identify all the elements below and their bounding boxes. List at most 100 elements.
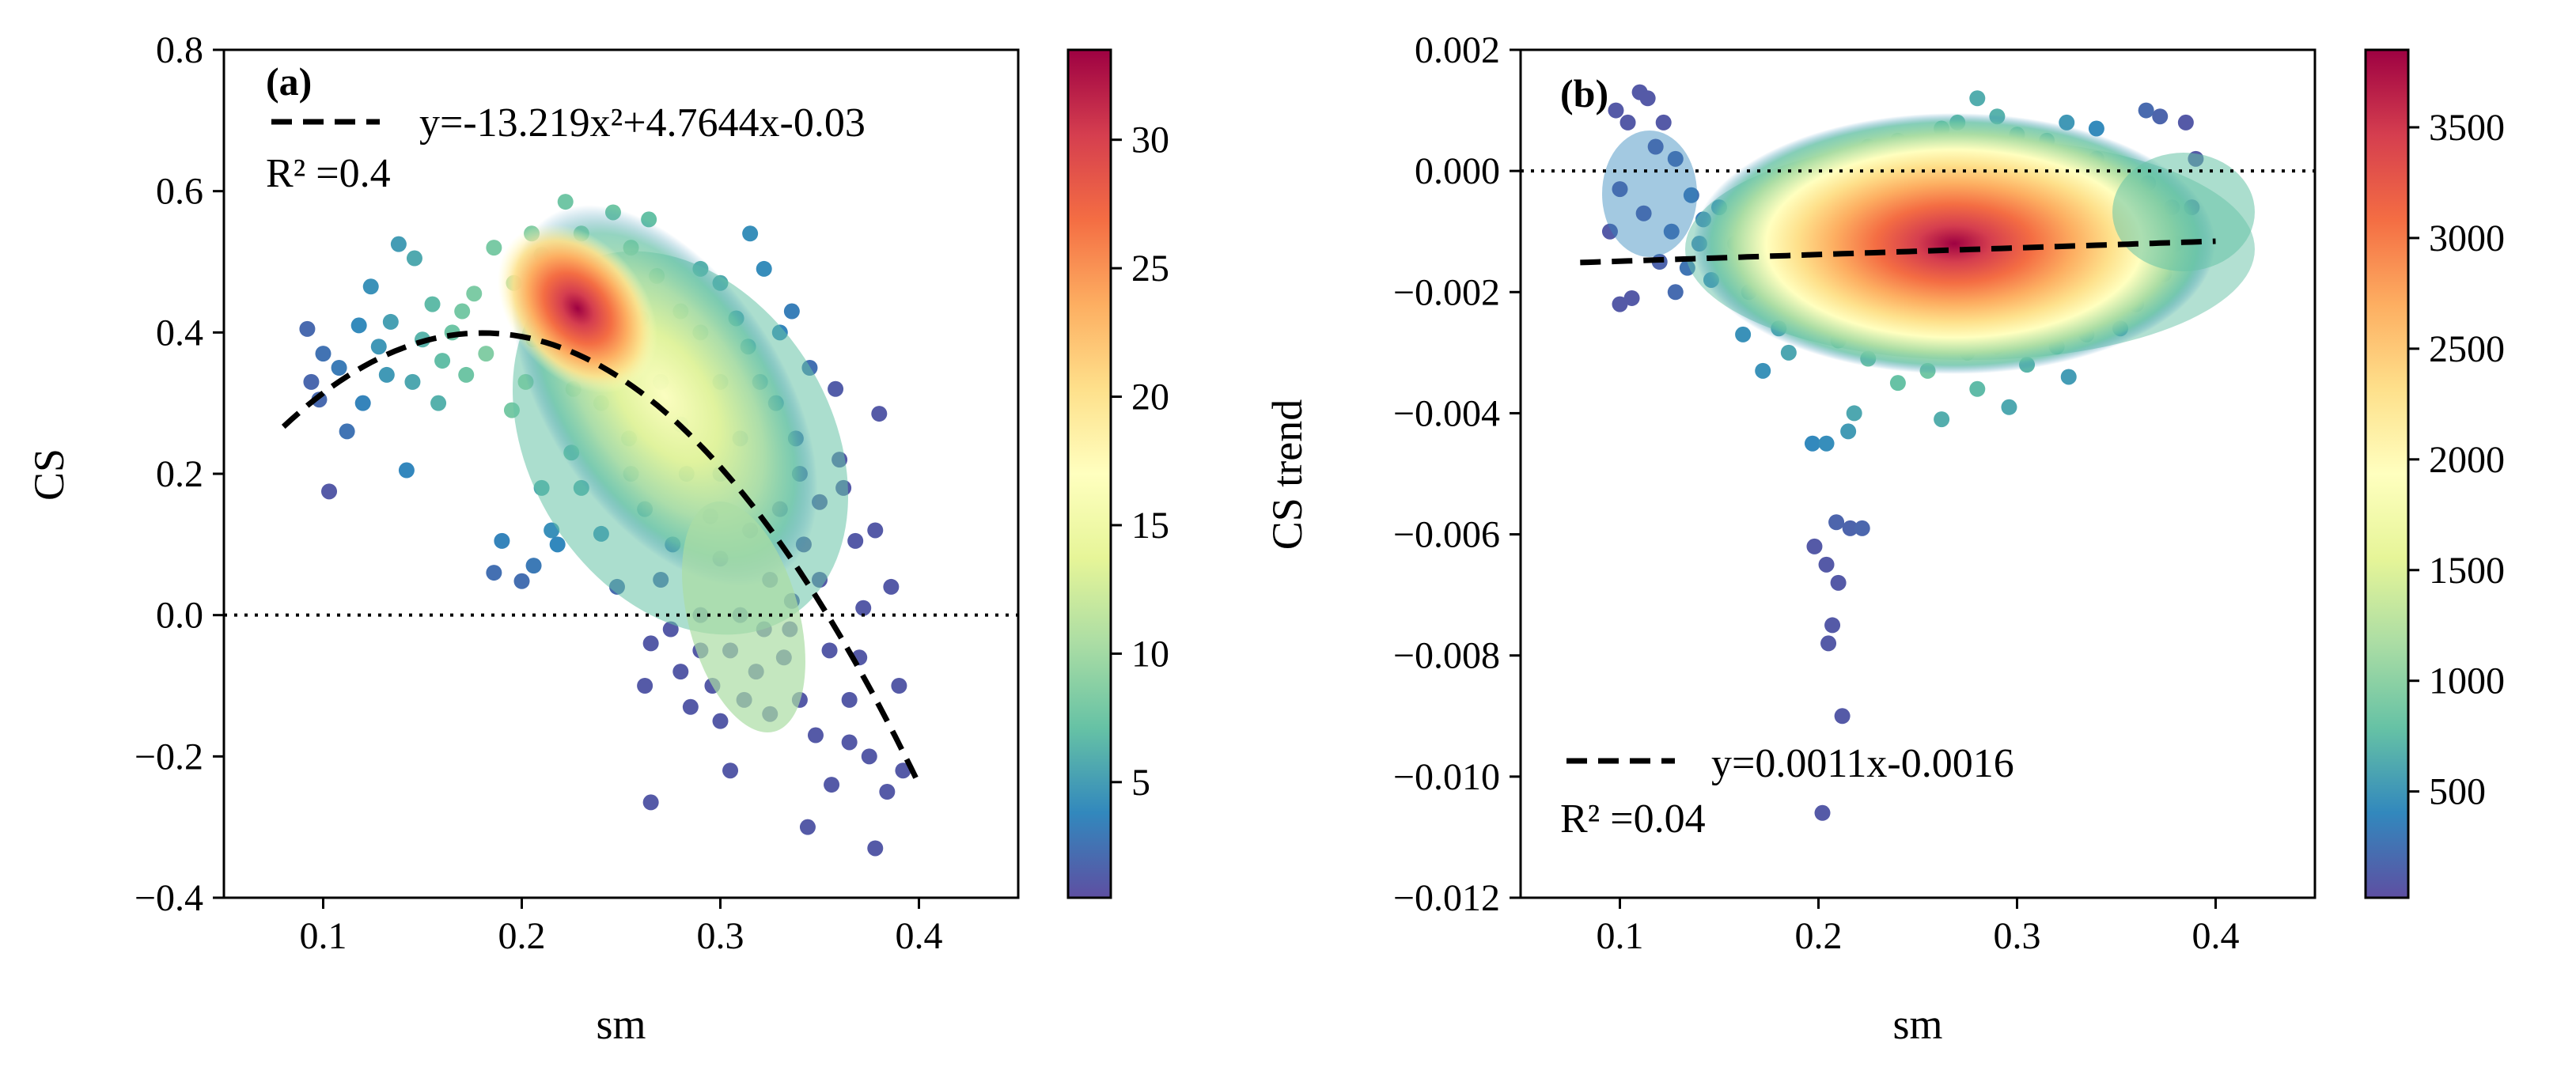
- scatter-point: [350, 317, 367, 334]
- scatter-point: [1814, 804, 1831, 821]
- scatter-point: [2001, 399, 2017, 415]
- scatter-point: [370, 339, 387, 355]
- scatter-point: [1735, 326, 1752, 342]
- scatter-point: [321, 483, 338, 500]
- y-tick-label: 0.2: [156, 453, 203, 495]
- scatter-point: [299, 320, 316, 337]
- r-squared-a: R² =0.4: [266, 151, 391, 196]
- scatter-point: [883, 578, 900, 595]
- scatter-point: [486, 565, 502, 581]
- scatter-point: [1846, 405, 1862, 422]
- colorbar-ticks-a: 5 10 15 20 25 30: [1111, 119, 1169, 804]
- scatter-point: [2138, 102, 2154, 119]
- x-tick-label: 0.1: [300, 915, 347, 957]
- x-tick-label: 0.3: [697, 915, 744, 957]
- colorbar-tick-label: 30: [1131, 119, 1169, 161]
- scatter-point: [494, 532, 510, 549]
- scatter-point: [879, 784, 896, 800]
- scatter-point: [1840, 423, 1857, 440]
- scatter-point: [458, 366, 475, 383]
- x-axis-label-a: sm: [596, 1001, 646, 1048]
- fit-curve-a: [281, 330, 922, 785]
- scatter-point: [682, 698, 699, 715]
- scatter-point: [486, 240, 502, 256]
- y-tick-label: −0.4: [134, 877, 203, 919]
- scatter-point: [891, 678, 907, 694]
- scatter-point: [1619, 114, 1636, 131]
- scatter-point: [855, 600, 872, 616]
- scatter-point: [1683, 187, 1699, 203]
- colorbar-tick-label: 3500: [2429, 107, 2505, 149]
- y-tick-label: 0.002: [1415, 29, 1500, 71]
- y-tick-label: −0.008: [1393, 635, 1500, 677]
- panel-b: 0.002 0.000 −0.002 −0.004 −0.006 −0.008 −0.010…: [1263, 29, 2505, 1048]
- scatter-point: [549, 536, 566, 553]
- scatter-point: [672, 664, 689, 680]
- scatter-point: [712, 713, 729, 729]
- y-tick-label: 0.4: [156, 312, 203, 354]
- x-axis-label-b: sm: [1892, 1001, 1942, 1048]
- scatter-point: [1639, 90, 1656, 107]
- panel-label-a: (a): [266, 59, 312, 104]
- scatter-point: [434, 353, 451, 369]
- y-tick-label: 0.000: [1415, 150, 1500, 192]
- fit-line-b: [1580, 238, 2216, 266]
- y-tick-label: 0.6: [156, 171, 203, 213]
- y-tick-label: −0.004: [1393, 392, 1500, 434]
- density-peak-a: [498, 224, 657, 393]
- scatter-point: [1655, 114, 1672, 131]
- y-tick-label: −0.002: [1393, 271, 1500, 313]
- r-squared-b: R² =0.04: [1560, 796, 1706, 842]
- y-tick-label: −0.010: [1393, 756, 1500, 798]
- scatter-point: [525, 558, 542, 574]
- scatter-point: [1834, 708, 1851, 725]
- y-tick-label: 0.8: [156, 29, 203, 71]
- density-right-b: [2112, 153, 2255, 271]
- scatter-point: [382, 313, 399, 330]
- scatter-point: [824, 777, 840, 793]
- scatter-point: [1612, 181, 1628, 198]
- scatter-point: [722, 762, 739, 779]
- panel-a: 0.80.60.40.20.0−0.2−0.4 0.1 0.2 0.3 0.4 CS …: [25, 29, 1169, 1048]
- scatter-point: [315, 346, 331, 362]
- scatter-point: [799, 819, 816, 835]
- scatter-point: [821, 642, 838, 659]
- colorbar-tick-label: 25: [1131, 248, 1169, 289]
- scatter-point: [867, 840, 884, 857]
- colorbar-tick-label: 1000: [2429, 660, 2505, 702]
- colorbar-b: 500 1000 1500 2000 2500 3000 3500: [2364, 48, 2505, 899]
- x-axis-b: 0.1 0.2 0.3 0.4: [1597, 898, 2240, 957]
- x-axis-a: 0.1 0.2 0.3 0.4: [300, 898, 943, 957]
- scatter-point: [861, 748, 877, 765]
- density-body-b: [1693, 113, 2215, 374]
- scatter-point: [1647, 138, 1664, 155]
- scatter-point: [1854, 520, 1870, 536]
- density-cloud-a: [498, 205, 849, 733]
- y-axis-label-a: CS: [25, 448, 73, 501]
- scatter-point: [2060, 369, 2077, 385]
- scatter-point: [430, 395, 447, 411]
- colorbar-tick-label: 500: [2429, 771, 2486, 813]
- scatter-point: [378, 366, 395, 383]
- scatter-point: [1842, 520, 1858, 536]
- colorbar-tick-label: 1500: [2429, 550, 2505, 592]
- y-tick-label: 0.0: [156, 595, 203, 637]
- scatter-point: [404, 373, 421, 390]
- y-tick-label: −0.006: [1393, 514, 1500, 556]
- scatter-point: [339, 423, 355, 440]
- axes-frame-b: [1519, 48, 2317, 899]
- scatter-point: [557, 194, 574, 210]
- scatter-point: [871, 406, 888, 422]
- density-tail-a: [682, 501, 805, 733]
- scatter-point: [2177, 114, 2194, 131]
- colorbar-tick-label: 10: [1131, 633, 1169, 675]
- scatter-point: [828, 380, 844, 397]
- scatter-point: [1667, 150, 1684, 167]
- scatter-point: [642, 635, 659, 652]
- scatter-point: [478, 346, 494, 362]
- scatter-point: [895, 762, 911, 779]
- scatter-point: [642, 794, 659, 811]
- scatter-point: [354, 395, 371, 411]
- colorbar-ticks-b: 500 1000 1500 2000 2500 3000 3500: [2408, 107, 2505, 813]
- colorbar-gradient-a: [1066, 48, 1112, 899]
